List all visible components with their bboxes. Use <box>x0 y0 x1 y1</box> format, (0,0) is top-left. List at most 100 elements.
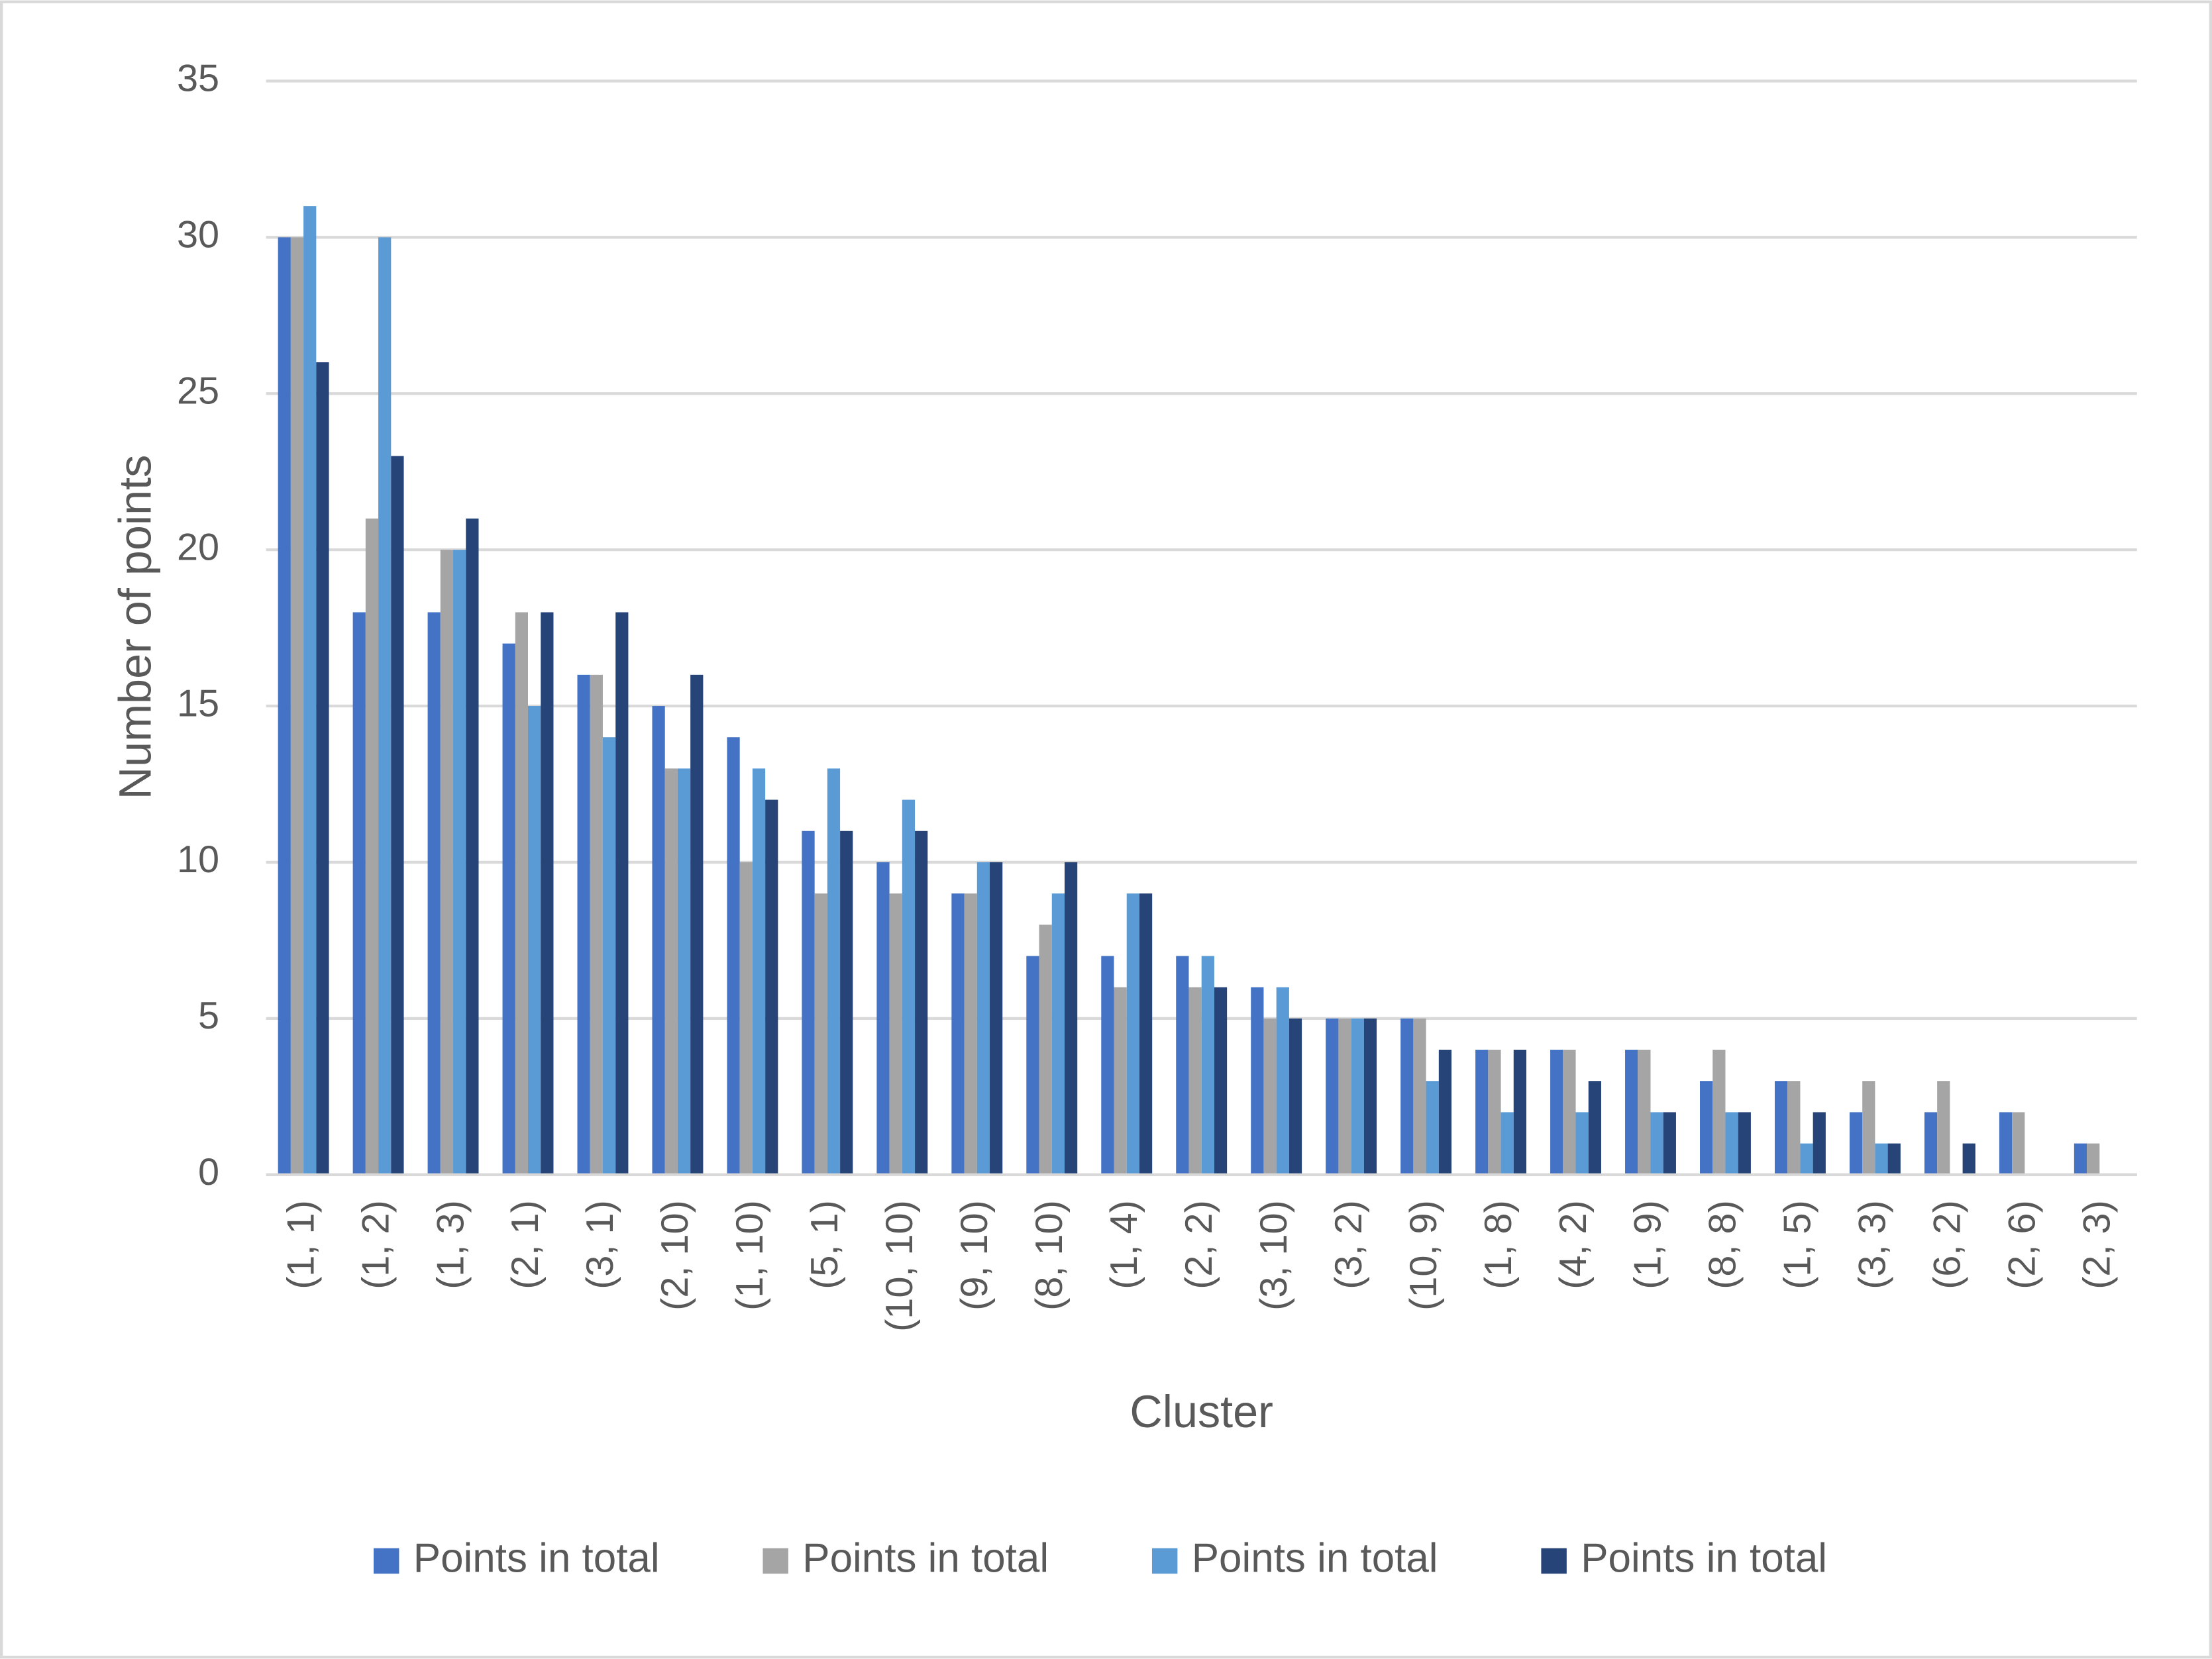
x-tick-label: (1, 8) <box>1477 1200 1520 1289</box>
bar <box>727 737 740 1175</box>
bar <box>1214 987 1228 1175</box>
x-tick-label: (1, 4) <box>1103 1200 1145 1289</box>
x-tick-label: (8, 8) <box>1702 1200 1744 1289</box>
bar <box>1426 1081 1439 1175</box>
bar <box>1051 893 1065 1175</box>
bar <box>1363 1018 1377 1175</box>
legend-label: Points in total <box>1581 1535 1827 1581</box>
legend-label: Points in total <box>802 1535 1049 1581</box>
bar <box>1501 1112 1514 1175</box>
bar <box>1887 1143 1901 1175</box>
legend-swatch <box>763 1548 788 1574</box>
bar <box>1201 956 1214 1175</box>
bar <box>541 612 554 1175</box>
x-tick-label: (1, 10) <box>729 1200 771 1311</box>
x-tick-label: (2, 1) <box>504 1200 547 1289</box>
bar <box>1101 956 1114 1175</box>
bar <box>1289 1018 1302 1175</box>
x-tick-label: (10, 10) <box>878 1200 921 1332</box>
bar <box>827 768 841 1175</box>
bar <box>1787 1081 1801 1175</box>
x-tick-label: (2, 6) <box>2001 1200 2044 1289</box>
legend-swatch <box>1541 1548 1567 1574</box>
bar <box>391 456 404 1175</box>
bar <box>1924 1112 1938 1175</box>
bar <box>1638 1050 1651 1175</box>
bar <box>964 893 977 1175</box>
bar <box>1937 1081 1950 1175</box>
y-tick-label: 10 <box>177 838 219 881</box>
bar <box>427 612 441 1175</box>
bar <box>1849 1112 1863 1175</box>
bar <box>752 768 766 1175</box>
bar <box>378 237 392 1175</box>
x-tick-label: (6, 2) <box>1926 1200 1969 1289</box>
bar <box>1999 1112 2013 1175</box>
bar <box>1475 1050 1489 1175</box>
legend-swatch <box>1151 1548 1178 1574</box>
bar <box>290 237 304 1175</box>
bar <box>889 893 902 1175</box>
bar <box>1800 1143 1813 1175</box>
x-tick-label: (10, 9) <box>1402 1200 1445 1311</box>
bar <box>1039 925 1052 1175</box>
bar <box>466 518 479 1175</box>
bar <box>1663 1112 1676 1175</box>
bar <box>1625 1050 1638 1175</box>
bar <box>1276 987 1289 1175</box>
bar <box>976 862 990 1175</box>
x-tick-label: (3, 2) <box>1328 1200 1370 1289</box>
y-tick-label: 20 <box>177 526 219 568</box>
bar <box>1550 1050 1563 1175</box>
bar <box>802 830 815 1175</box>
bar <box>2074 1143 2087 1175</box>
x-tick-label: (1, 5) <box>1777 1200 1819 1289</box>
x-tick-label: (5, 1) <box>804 1200 846 1289</box>
x-tick-label: (2, 10) <box>654 1200 696 1311</box>
bar <box>2012 1112 2025 1175</box>
bar <box>677 768 691 1175</box>
x-tick-label: (1, 2) <box>354 1200 397 1289</box>
y-tick-label: 30 <box>177 214 219 256</box>
bar <box>1438 1050 1452 1175</box>
y-tick-label: 15 <box>177 682 219 725</box>
x-tick-label: (2, 2) <box>1178 1200 1220 1289</box>
bar <box>1326 1018 1339 1175</box>
bar <box>876 862 890 1175</box>
x-tick-label: (3, 3) <box>1852 1200 1894 1289</box>
bar <box>1575 1112 1589 1175</box>
bar <box>1338 1018 1351 1175</box>
bar <box>1126 893 1139 1175</box>
bar <box>1588 1081 1601 1175</box>
bar <box>1774 1081 1788 1175</box>
bar <box>1563 1050 1576 1175</box>
bar <box>652 706 665 1175</box>
bar <box>840 830 853 1175</box>
bar <box>453 550 466 1175</box>
bar <box>1813 1112 1826 1175</box>
bar <box>1700 1081 1713 1175</box>
legend-label: Points in total <box>1192 1535 1438 1581</box>
bar <box>365 518 379 1175</box>
bar <box>602 737 616 1175</box>
y-tick-label: 5 <box>198 995 219 1037</box>
bar <box>765 799 778 1175</box>
x-axis-label: Cluster <box>1130 1387 1273 1437</box>
y-tick-label: 35 <box>177 58 219 100</box>
bar <box>1114 987 1127 1175</box>
bar <box>1139 893 1153 1175</box>
bar <box>577 674 590 1175</box>
y-axis-label: Number of points <box>110 455 160 800</box>
bar <box>1862 1081 1875 1175</box>
bar <box>814 893 827 1175</box>
bar <box>1188 987 1202 1175</box>
bar <box>1263 1018 1277 1175</box>
bar <box>951 893 965 1175</box>
x-tick-label: (8, 10) <box>1028 1200 1071 1311</box>
x-tick-label: (1, 9) <box>1627 1200 1669 1289</box>
bar <box>1400 1018 1414 1175</box>
x-tick-label: (4, 2) <box>1552 1200 1595 1289</box>
bar <box>316 362 329 1175</box>
